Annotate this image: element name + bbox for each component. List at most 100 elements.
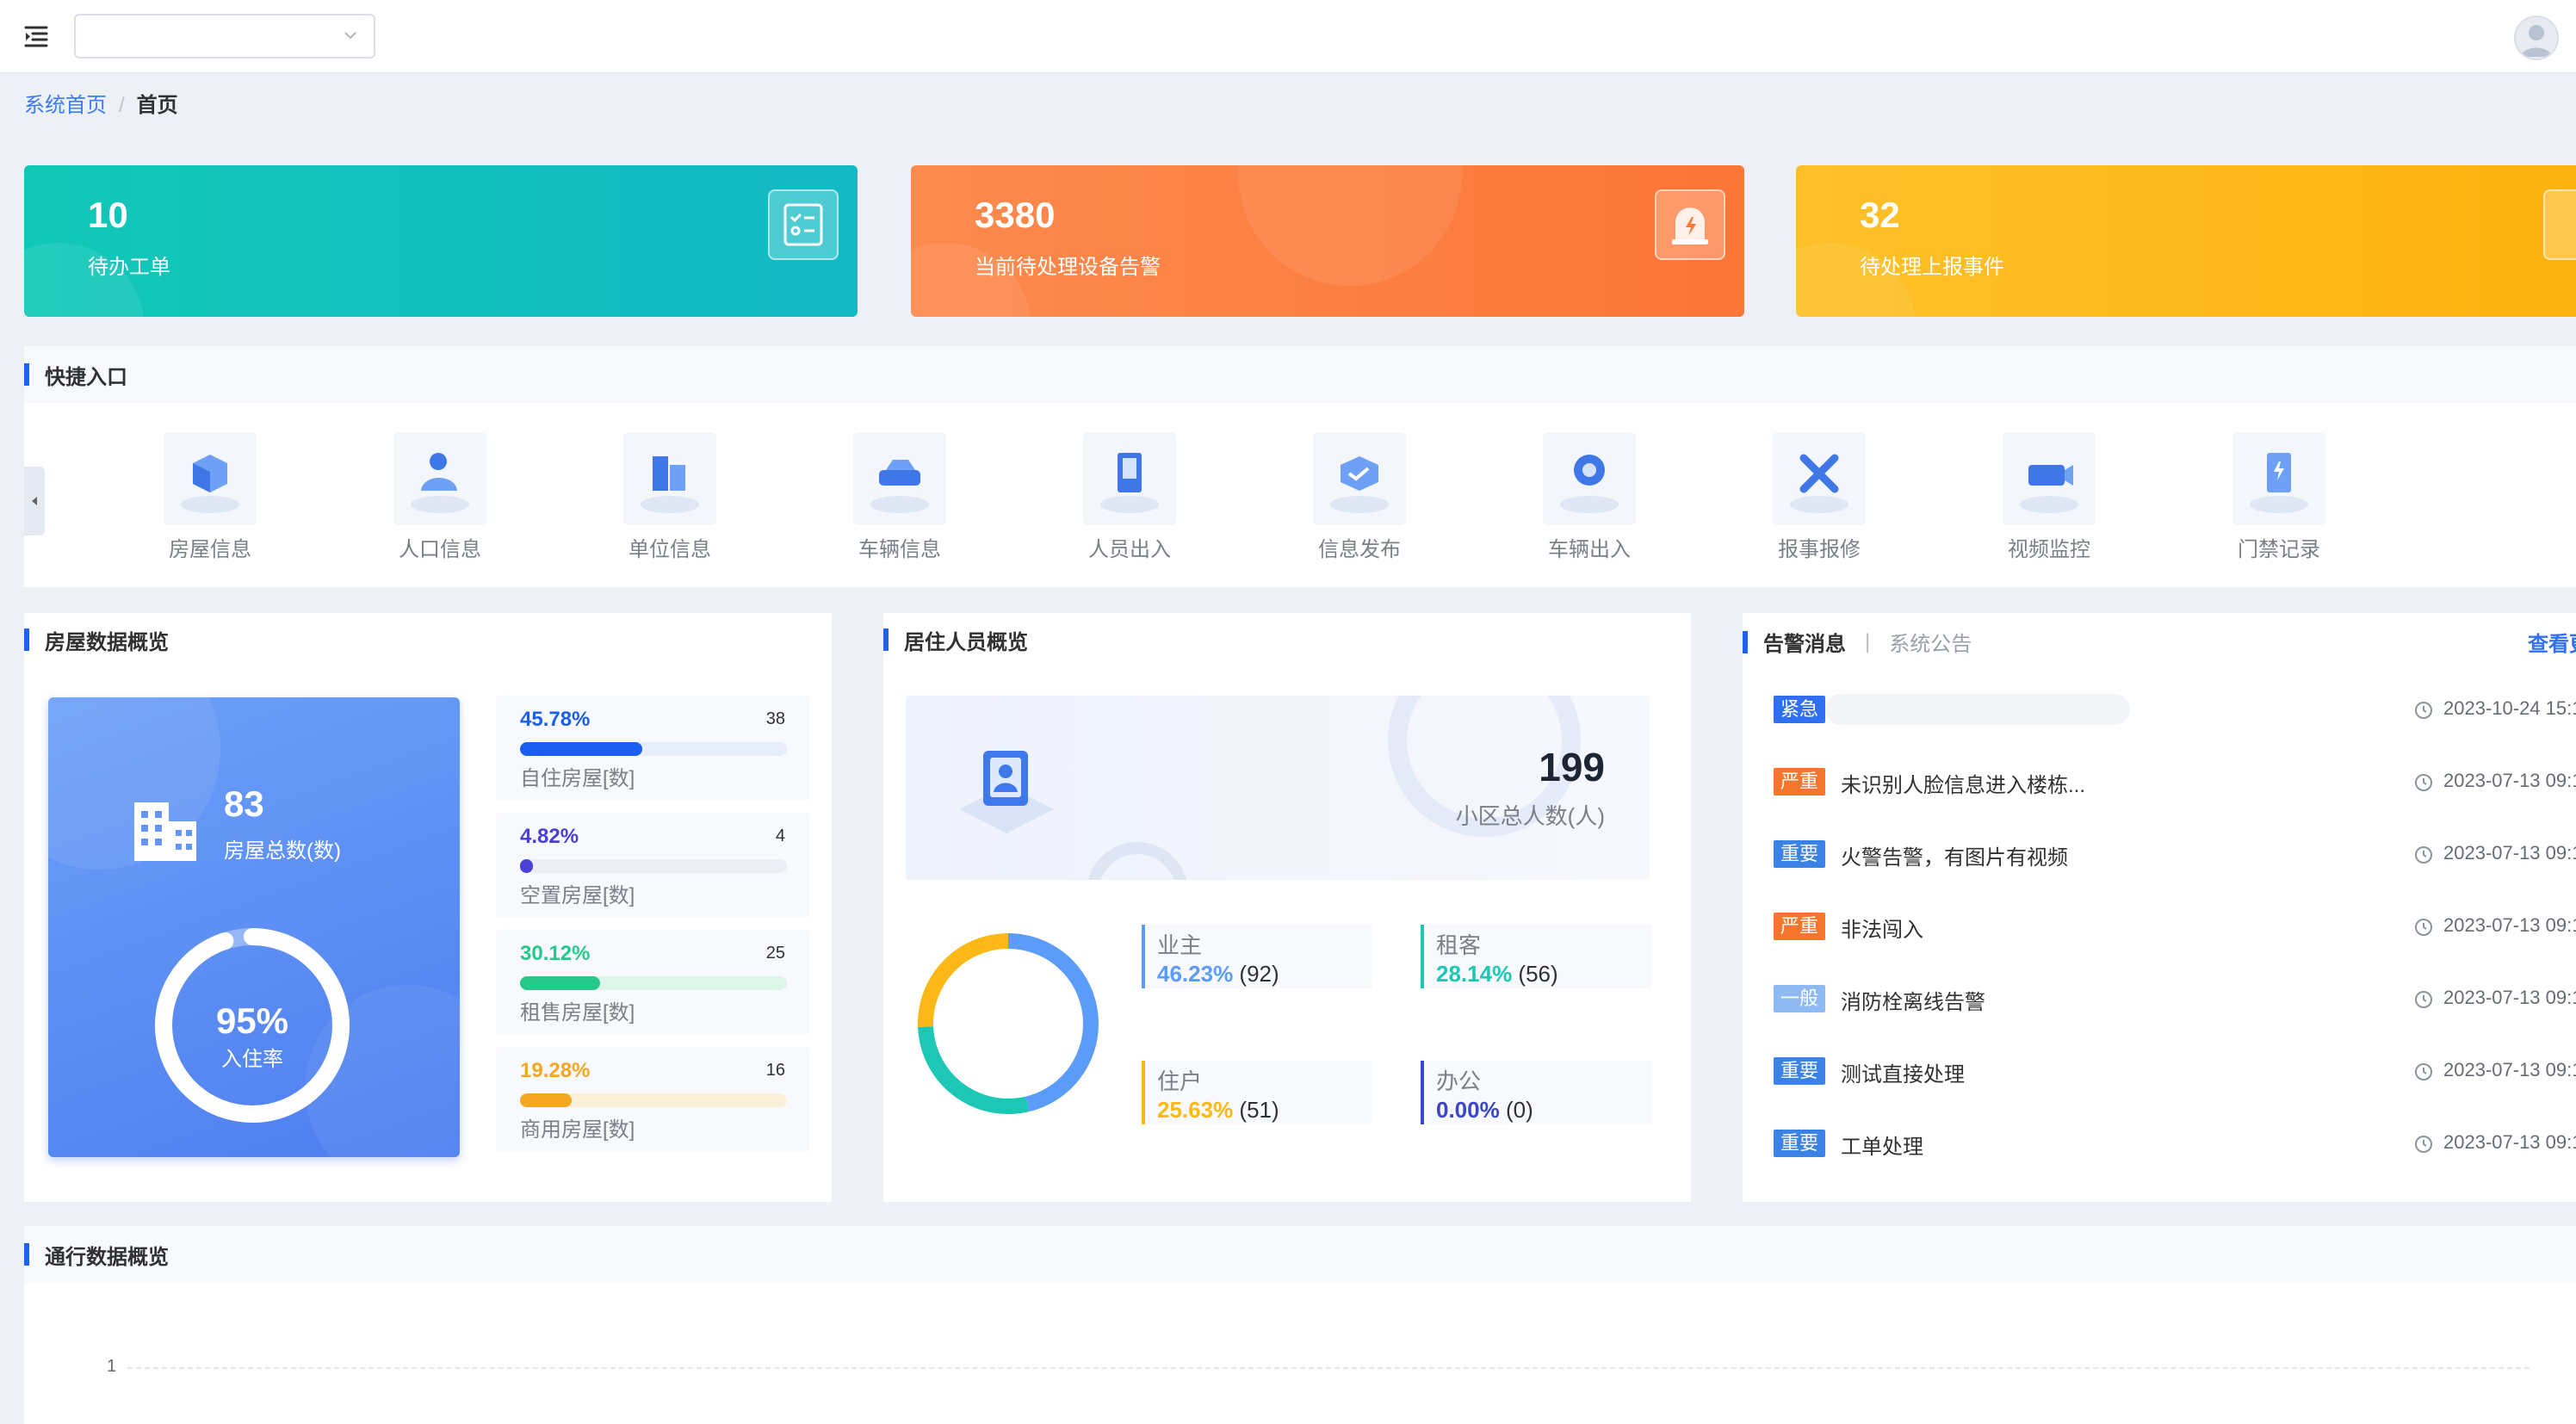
resident-total-label: 小区总人数(人) bbox=[1455, 803, 1605, 829]
chevron-down-icon bbox=[344, 32, 356, 40]
alarm-item[interactable]: 紧急 2023-10-24 15:15:26 bbox=[1774, 692, 2576, 727]
menu-fold-icon[interactable] bbox=[21, 21, 52, 52]
alarm-title: 测试直接处理 bbox=[1841, 1063, 1965, 1087]
clock-icon bbox=[2414, 1135, 2433, 1154]
alarm-title: 工单处理 bbox=[1841, 1136, 1923, 1159]
alarm-time: 2023-07-13 09:10:00 bbox=[2443, 1059, 2576, 1080]
report-icon bbox=[2543, 189, 2576, 260]
clock-icon bbox=[2414, 1062, 2433, 1081]
quick-entry-label: 单位信息 bbox=[629, 538, 711, 561]
resident-stat-percent: 46.23% bbox=[1157, 961, 1234, 987]
top-bar bbox=[0, 0, 2576, 73]
breadcrumb-current: 首页 bbox=[136, 94, 178, 117]
house-total-value: 83 bbox=[224, 783, 264, 824]
view-more-link[interactable]: 查看更多 bbox=[2528, 633, 2576, 656]
resident-overview-panel: 居住人员概览 199 小区总人数(人) 业主 46.23% (92) 租客 28.14… bbox=[883, 613, 1691, 1202]
resident-stat: 业主 46.23% (92) bbox=[1142, 925, 1372, 988]
house-info-icon bbox=[164, 432, 257, 525]
repair-icon bbox=[1773, 432, 1866, 525]
breadcrumb-home-link[interactable]: 系统首页 bbox=[24, 94, 107, 117]
resident-stat-key: 租客 bbox=[1436, 932, 1482, 958]
stat-value: 10 bbox=[88, 195, 128, 235]
quick-entry-label: 车辆信息 bbox=[858, 538, 941, 561]
resident-stat-key: 住户 bbox=[1157, 1068, 1203, 1094]
quick-entry-1[interactable]: 房屋信息 bbox=[141, 432, 279, 562]
quick-entry-4[interactable]: 车辆信息 bbox=[831, 432, 969, 562]
alarm-title bbox=[1825, 694, 2130, 725]
alarm-time: 2023-07-13 09:10:00 bbox=[2443, 987, 2576, 1008]
occupancy-ring bbox=[155, 928, 350, 1123]
door-access-icon bbox=[2232, 432, 2325, 525]
quick-entry-title: 快捷入口 bbox=[24, 362, 127, 389]
tab-system-notices[interactable]: 系统公告 bbox=[1889, 633, 1972, 656]
grid-line bbox=[127, 1367, 2530, 1369]
alarm-title: 未识别人脸信息进入楼栋... bbox=[1841, 774, 2086, 797]
progress-fill bbox=[520, 1093, 572, 1107]
alarm-title: 消防栓离线告警 bbox=[1841, 991, 1985, 1014]
quick-entry-6[interactable]: 信息发布 bbox=[1291, 432, 1428, 562]
house-stat-count: 38 bbox=[765, 709, 785, 728]
resident-id-card-icon bbox=[959, 751, 1054, 833]
quick-entry-5[interactable]: 人员出入 bbox=[1061, 432, 1198, 562]
stat-card-device-alarms[interactable]: 3380 当前待处理设备告警 bbox=[911, 165, 1744, 317]
quick-entry-7[interactable]: 车辆出入 bbox=[1520, 432, 1658, 562]
resident-stat-bar bbox=[1142, 1061, 1145, 1124]
scroll-left-button[interactable] bbox=[24, 467, 45, 536]
house-stat-row: 19.28% 16 商用房屋[数] bbox=[496, 1047, 809, 1152]
alarm-level-badge: 重要 bbox=[1774, 1130, 1826, 1157]
resident-total-value: 199 bbox=[1539, 745, 1605, 789]
house-total-card: 83 房屋总数(数) 95% 入住率 bbox=[48, 697, 460, 1157]
occupancy-label: 入住率 bbox=[221, 1048, 283, 1071]
resident-stat-bar bbox=[1142, 925, 1145, 988]
user-avatar-icon[interactable] bbox=[2514, 15, 2559, 60]
progress-bar bbox=[520, 742, 787, 756]
stat-label: 当前待处理设备告警 bbox=[975, 256, 1161, 279]
resident-stat-percent: 0.00% bbox=[1436, 1097, 1500, 1123]
progress-bar bbox=[520, 1093, 787, 1107]
stat-card-work-orders[interactable]: 10 待办工单 bbox=[24, 165, 858, 317]
quick-entry-8[interactable]: 报事报修 bbox=[1750, 432, 1888, 562]
community-select[interactable] bbox=[74, 14, 375, 59]
alarm-level-badge: 一般 bbox=[1774, 985, 1826, 1012]
publish-icon bbox=[1313, 432, 1406, 525]
resident-stat-percent: 28.14% bbox=[1436, 961, 1513, 987]
traffic-overview-panel: 通行数据概览 1 bbox=[24, 1226, 2576, 1424]
quick-entry-10[interactable]: 门禁记录 bbox=[2210, 432, 2348, 562]
alarm-panel: 告警消息 | 系统公告 查看更多 紧急 2023-10-24 15:15:26 严重… bbox=[1743, 613, 2576, 1202]
quick-entry-9[interactable]: 视频监控 bbox=[1980, 432, 2118, 562]
house-stat-row: 30.12% 25 租售房屋[数] bbox=[496, 930, 809, 1035]
house-stat-count: 16 bbox=[765, 1061, 785, 1080]
stat-value: 3380 bbox=[975, 195, 1056, 235]
house-stat-percent: 45.78% bbox=[520, 708, 591, 731]
resident-stat-count: (51) bbox=[1239, 1097, 1279, 1123]
caret-left-icon bbox=[32, 497, 37, 505]
house-stat-name: 商用房屋[数] bbox=[520, 1118, 635, 1142]
building-icon bbox=[134, 802, 196, 861]
resident-total-card: 199 小区总人数(人) bbox=[906, 696, 1650, 880]
quick-entry-label: 报事报修 bbox=[1778, 538, 1861, 561]
stat-value: 32 bbox=[1860, 195, 1900, 235]
quick-entry-2[interactable]: 人口信息 bbox=[371, 432, 509, 562]
tab-alarm-messages[interactable]: 告警消息 bbox=[1763, 633, 1846, 656]
alarm-icon bbox=[1655, 189, 1725, 260]
quick-entry-3[interactable]: 单位信息 bbox=[601, 432, 739, 562]
tab-divider: | bbox=[1865, 629, 1871, 653]
house-overview-title: 房屋数据概览 bbox=[24, 627, 169, 654]
stat-label: 待处理上报事件 bbox=[1860, 256, 2004, 279]
house-stat-name: 租售房屋[数] bbox=[520, 1001, 635, 1025]
traffic-overview-title: 通行数据概览 bbox=[24, 1241, 169, 1269]
stat-card-reported-events[interactable]: 32 待处理上报事件 bbox=[1796, 165, 2576, 317]
house-stat-name: 自住房屋[数] bbox=[520, 767, 635, 790]
progress-bar bbox=[520, 976, 787, 990]
unit-info-icon bbox=[623, 432, 716, 525]
occupancy-percent: 95% bbox=[215, 1000, 289, 1041]
progress-fill bbox=[520, 742, 642, 756]
quick-entry-label: 人员出入 bbox=[1088, 538, 1171, 561]
population-icon bbox=[393, 432, 486, 525]
